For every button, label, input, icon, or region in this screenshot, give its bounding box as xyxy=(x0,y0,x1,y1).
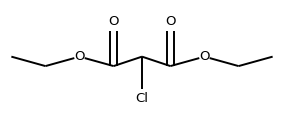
Text: O: O xyxy=(108,15,119,28)
Text: O: O xyxy=(165,15,176,28)
Text: Cl: Cl xyxy=(135,92,149,105)
Text: O: O xyxy=(199,50,210,63)
Text: O: O xyxy=(74,50,85,63)
